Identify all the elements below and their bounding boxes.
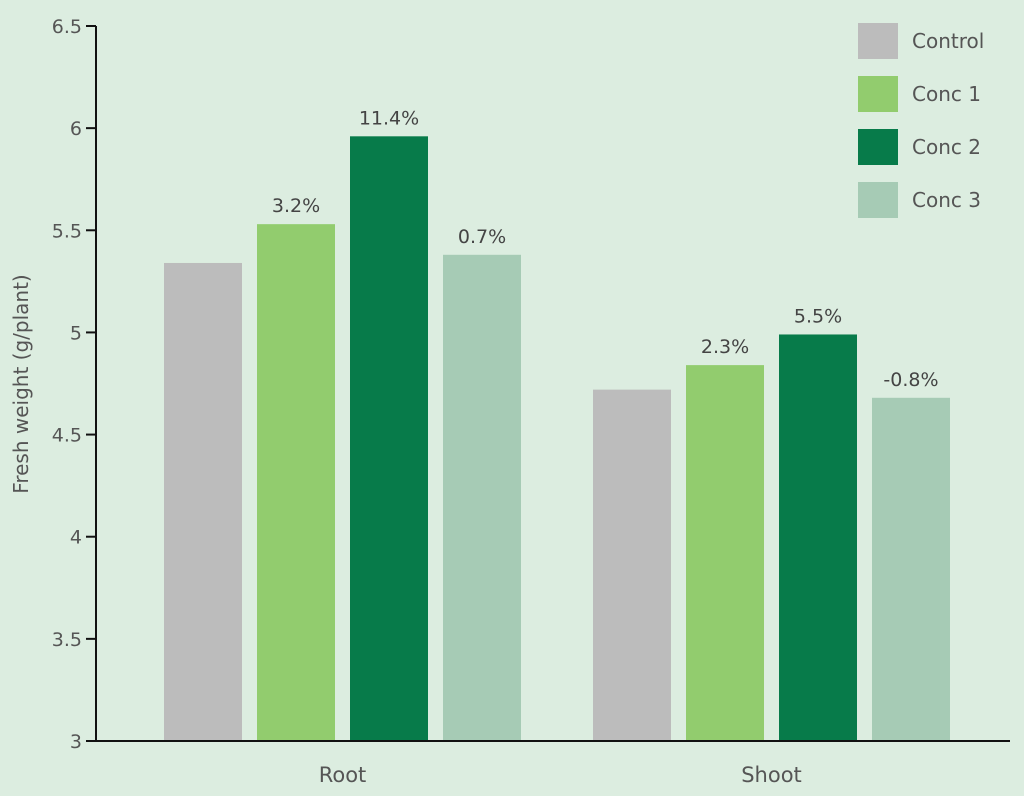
legend-swatch [858,182,898,218]
data-label: -0.8% [883,369,938,391]
y-tick-label: 3 [70,731,82,753]
data-label: 2.3% [701,336,749,358]
y-tick-label: 5 [70,322,82,344]
bar-conc-1-shoot [686,365,764,741]
legend-swatch [858,129,898,165]
y-tick-label: 4.5 [52,425,82,447]
bar-control-shoot [593,389,671,741]
bar-conc-1-root [257,224,335,741]
bar-conc-2-root [350,136,428,742]
legend-label: Control [912,29,984,53]
legend-label: Conc 1 [912,82,981,106]
y-tick-label: 3.5 [52,629,82,651]
data-label: 11.4% [359,107,419,129]
y-tick-label: 5.5 [52,220,82,242]
x-tick-label: Root [319,763,367,787]
bar-control-root [164,262,242,741]
legend-swatch [858,76,898,112]
bar-conc-3-root [443,254,521,742]
x-tick-label: Shoot [741,763,802,787]
data-label: 3.2% [272,195,320,217]
bar-conc-2-shoot [779,334,857,741]
y-tick-label: 6.5 [52,16,82,38]
y-tick-label: 4 [70,527,82,549]
legend-swatch [858,23,898,59]
data-label: 0.7% [458,226,506,248]
y-axis-label: Fresh weight (g/plant) [9,274,33,493]
y-tick-label: 6 [70,118,82,140]
legend-label: Conc 3 [912,188,981,212]
bar-conc-3-shoot [872,397,950,741]
legend-label: Conc 2 [912,135,981,159]
data-label: 5.5% [794,305,842,327]
